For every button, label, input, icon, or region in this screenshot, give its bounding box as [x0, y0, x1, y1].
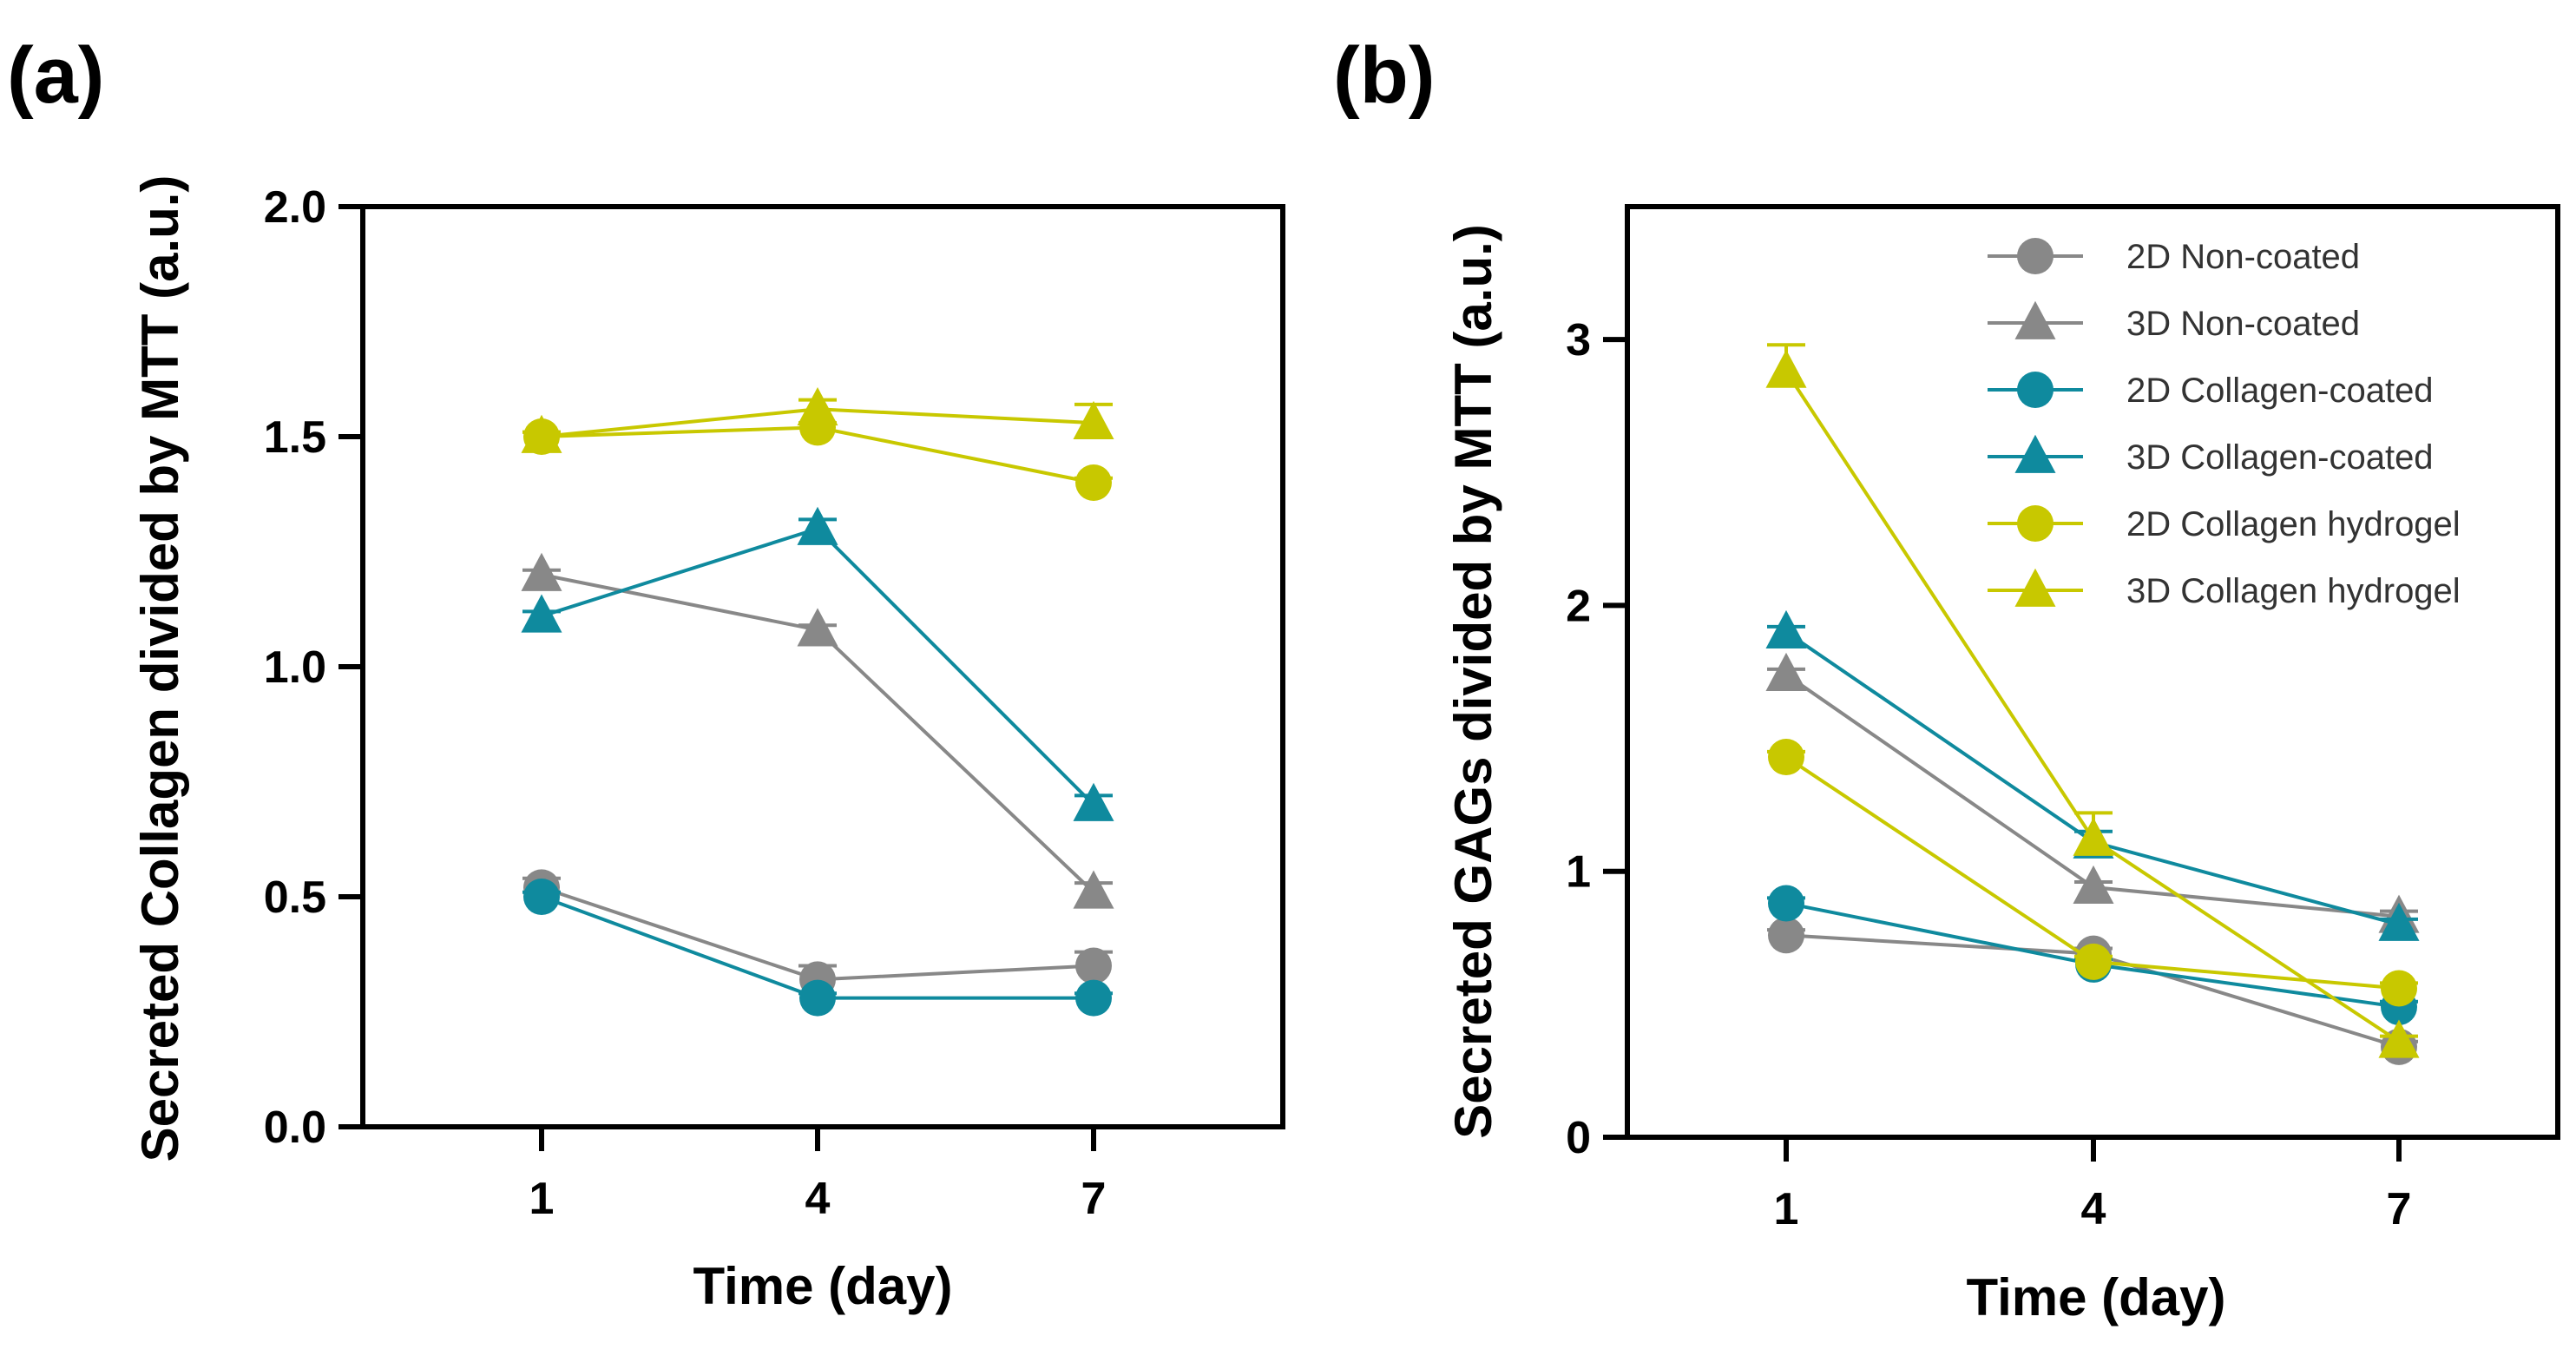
data-point: [521, 552, 562, 591]
legend-item-2d-collagen-hydrogel: 2D Collagen hydrogel: [1988, 505, 2461, 543]
panel-b-series-3d-collagen-hydrogel: [1765, 343, 2420, 1058]
panel-a: (a) Secreted Collagen divided by MTT (a.…: [7, 31, 1285, 1315]
panel-a-series-2d-non-coated: [522, 869, 1113, 998]
legend-marker: [2017, 372, 2054, 408]
data-point: [1073, 400, 1114, 439]
legend-label: 2D Collagen hydrogel: [2126, 505, 2461, 543]
panel-b-x-tick-label: 7: [2387, 1184, 2412, 1234]
panel-b: (b) Secreted GAGs divided by MTT (a.u.) …: [1333, 31, 2560, 1326]
data-point: [1768, 739, 1804, 776]
panel-b-y-tick-label: 2: [1566, 581, 1591, 631]
panel-a-y-tick-label: 1.0: [264, 642, 326, 693]
legend-label: 2D Non-coated: [2126, 238, 2360, 276]
data-point: [1768, 917, 1804, 954]
panel-b-ticks: 0 1 2 3 1 4 7: [1566, 315, 2411, 1234]
legend-item-3d-non-coated: 3D Non-coated: [1988, 300, 2360, 343]
legend-label: 3D Non-coated: [2126, 305, 2360, 343]
panel-a-series: [521, 387, 1114, 1017]
data-point: [1768, 885, 1804, 922]
legend-marker: [2014, 568, 2056, 607]
data-point: [799, 979, 836, 1017]
series-line: [541, 526, 1095, 806]
panel-a-series-3d-collagen-hydrogel: [521, 387, 1114, 453]
legend-item-3d-collagen-hydrogel: 3D Collagen hydrogel: [1988, 568, 2461, 610]
data-point: [2381, 970, 2417, 1007]
panel-a-x-tick-label: 4: [805, 1174, 831, 1224]
legend-marker: [2014, 300, 2056, 339]
legend-item-2d-non-coated: 2D Non-coated: [1988, 238, 2360, 276]
legend-label: 2D Collagen-coated: [2126, 372, 2434, 410]
data-point: [2378, 902, 2420, 941]
data-point: [521, 414, 562, 453]
panel-b-y-tick-label: 3: [1566, 315, 1591, 365]
panel-b-label: (b): [1333, 31, 1435, 120]
legend-label: 3D Collagen-coated: [2126, 438, 2434, 477]
data-point: [1765, 609, 1807, 648]
data-point: [2073, 865, 2114, 904]
legend-marker: [2017, 238, 2054, 274]
panel-b-x-tick-label: 1: [1774, 1184, 1799, 1234]
panel-a-series-2d-collagen-coated: [522, 879, 1113, 1017]
panel-b-series: [1765, 343, 2420, 1065]
panel-a-label: (a): [7, 31, 104, 120]
panel-b-y-tick-label: 0: [1566, 1113, 1591, 1163]
panel-a-series-3d-non-coated: [521, 552, 1114, 909]
panel-b-plot-frame: [1625, 204, 2560, 1140]
legend-marker: [2017, 505, 2054, 542]
data-point: [1073, 870, 1114, 909]
data-point: [797, 608, 838, 647]
legend-label: 3D Collagen hydrogel: [2126, 572, 2461, 610]
data-point: [523, 879, 560, 915]
panel-a-y-axis-title: Secreted Collagen divided by MTT (a.u.): [131, 175, 189, 1162]
panel-a-y-tick-label: 0.0: [264, 1103, 326, 1153]
panel-b-x-axis-title: Time (day): [1967, 1268, 2226, 1326]
legend-item-2d-collagen-coated: 2D Collagen-coated: [1988, 372, 2434, 410]
data-point: [1075, 947, 1112, 984]
panel-b-legend: 2D Non-coated 3D Non-coated 2D Collagen-co…: [1988, 238, 2461, 610]
legend-marker: [2014, 434, 2056, 473]
data-point: [797, 387, 838, 426]
data-point: [2073, 817, 2114, 856]
panel-b-series-2d-collagen-hydrogel: [1767, 739, 2418, 1007]
panel-a-y-tick-label: 1.5: [264, 412, 326, 463]
panel-a-y-tick-label: 2.0: [264, 182, 326, 233]
panel-a-y-tick-label: 0.5: [264, 872, 326, 923]
panel-a-x-tick-label: 1: [529, 1174, 555, 1224]
data-point: [2378, 1019, 2420, 1058]
panel-b-y-tick-label: 1: [1566, 847, 1591, 898]
data-point: [2075, 943, 2112, 980]
panel-a-ticks: 0.0 0.5 1.0 1.5 2.0 1 4 7: [264, 182, 1107, 1224]
data-point: [1075, 979, 1112, 1017]
legend-item-3d-collagen-coated: 3D Collagen-coated: [1988, 434, 2434, 477]
panel-b-y-axis-title: Secreted GAGs divided by MTT (a.u.): [1444, 224, 1502, 1139]
data-point: [797, 506, 838, 545]
panel-a-series-3d-collagen-coated: [521, 506, 1114, 821]
data-point: [1765, 349, 1807, 388]
data-point: [521, 594, 562, 633]
panel-b-series-3d-non-coated: [1765, 652, 2420, 933]
data-point: [1765, 652, 1807, 691]
data-point: [1073, 782, 1114, 821]
data-point: [1075, 464, 1112, 501]
panel-a-x-axis-title: Time (day): [693, 1257, 953, 1315]
panel-a-x-tick-label: 7: [1081, 1174, 1107, 1224]
panel-b-x-tick-label: 4: [2081, 1184, 2106, 1234]
